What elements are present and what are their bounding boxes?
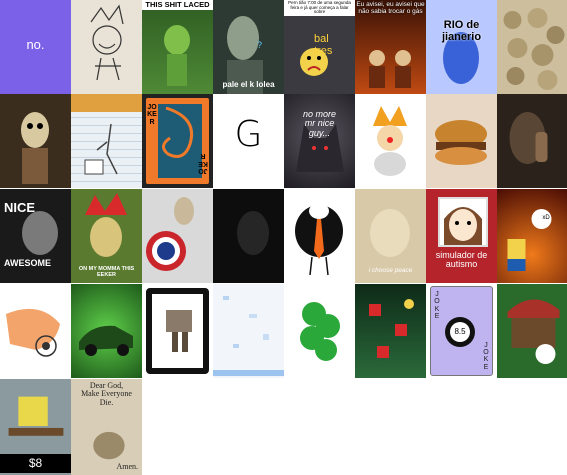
clover-drawing <box>300 302 340 361</box>
tile-caption: no. <box>26 37 45 52</box>
tile-choose-peace[interactable]: i choose peace <box>355 189 426 283</box>
tile-caption: no more mr nice guy... <box>302 109 337 138</box>
tile-caption: G <box>234 114 263 155</box>
thick-frame <box>146 288 209 374</box>
tile-dark-face[interactable] <box>213 189 284 283</box>
tile-burger-photo[interactable] <box>426 94 497 188</box>
tile-eu-avisei[interactable]: Eu avisei, eu avisei que não sabia troca… <box>355 0 426 94</box>
joker-label-right: JOKER <box>198 152 208 174</box>
tile-sponge-table[interactable]: $8 <box>0 379 71 475</box>
coins-drawing <box>503 8 565 90</box>
tile-wolf-no-more[interactable]: no more mr nice guy... <box>284 94 355 188</box>
shield-figure <box>146 197 194 271</box>
car-drawing <box>79 325 133 356</box>
tile-bart-fire[interactable]: xD <box>497 189 567 283</box>
dice-drawing <box>369 299 414 358</box>
svg-text:?: ? <box>257 40 262 50</box>
app-icon-frame <box>438 197 488 247</box>
shush-figure <box>509 112 548 164</box>
sponge-drawing <box>8 396 64 436</box>
praying-cat <box>93 431 125 460</box>
tile-caption: Eu avisei, eu avisei que não sabia troca… <box>356 1 425 15</box>
tile-green-clover[interactable] <box>284 284 355 378</box>
tile-hand-drawn-figure[interactable] <box>0 284 71 378</box>
anime-face-icon <box>444 207 482 245</box>
cap-man-drawing <box>507 299 560 364</box>
tile-shit-laced[interactable]: THIS SHIT LACED <box>142 0 213 94</box>
tile-tie-bird[interactable] <box>284 189 355 283</box>
joker-label-left: JOKER <box>147 104 157 126</box>
peace-face <box>370 209 410 257</box>
spiral-drawing <box>158 104 202 178</box>
tile-caption: i choose peace <box>368 267 413 275</box>
tile-captain-shield[interactable] <box>142 189 213 283</box>
pale-figure: ? <box>227 16 263 94</box>
tile-caption: pale el k lolea <box>222 79 275 89</box>
joke-label-left: JOKE <box>434 291 440 321</box>
tile-top-text: Pern tião 7:00 de uma segunda feira e já… <box>284 0 355 17</box>
tile-casino-table[interactable] <box>355 284 426 378</box>
joke-card-face: 8.5 JOKE JOKE <box>430 286 493 376</box>
amen-text: Amen. <box>116 461 138 471</box>
tile-caption: THIS SHIT LACED <box>142 0 213 10</box>
tile-dear-god[interactable]: Dear God, Make Everyone Die. Amen. <box>71 379 142 475</box>
jester-sketch-drawing <box>90 4 124 81</box>
tile-notebook-doodle[interactable] <box>71 94 142 188</box>
tile-jester-sketch[interactable] <box>71 0 142 94</box>
eight-ball-number: 8.5 <box>450 322 470 342</box>
fire-figures <box>369 50 411 88</box>
tile-white-noise[interactable] <box>213 284 284 378</box>
blue-statue <box>443 32 479 84</box>
wolf-figure <box>296 124 344 172</box>
tile-simulador-autismo[interactable]: simulador de autismo <box>426 189 497 283</box>
crying-face <box>300 48 328 76</box>
tile-joke-8ball[interactable]: 8.5 JOKE JOKE <box>426 284 497 378</box>
green-figure <box>164 25 190 86</box>
noise-pattern <box>213 296 284 376</box>
bird-drawing <box>295 203 343 276</box>
tile-clown-character[interactable] <box>355 94 426 188</box>
price-label: $8 <box>0 454 71 473</box>
tile-joker-card[interactable]: JOKER JOKER <box>142 94 213 188</box>
prayer-text: Dear God, Make Everyone Die. <box>81 381 132 407</box>
tile-cap-man[interactable] <box>497 284 567 378</box>
burger-drawing <box>435 120 487 165</box>
joke-label-right: JOKE <box>483 341 489 371</box>
tile-nice-awesome[interactable]: NICE AWESOME <box>0 189 71 283</box>
joker-card-face: JOKER JOKER <box>146 98 209 184</box>
tile-letter-g[interactable]: G <box>213 94 284 188</box>
skeleton-figure <box>21 112 49 184</box>
tile-pale-el-kolea[interactable]: ? pale el k lolea <box>213 0 284 94</box>
tile-scared-skeleton[interactable] <box>0 94 71 188</box>
shadow-face <box>237 211 269 255</box>
clown-drawing <box>373 106 407 176</box>
orange-doodle <box>6 308 60 357</box>
bart-figure <box>507 209 552 271</box>
jester-head <box>85 193 127 257</box>
tile-bal-tres[interactable]: Pern tião 7:00 de uma segunda feira e já… <box>284 0 355 94</box>
eight-ball: 8.5 <box>445 317 475 347</box>
tile-caption: ON MY MOMMA THIS EEKER <box>78 266 135 279</box>
tile-coins-pile[interactable] <box>497 0 567 94</box>
tile-green-car[interactable] <box>71 284 142 378</box>
tile-caption: bal tres <box>314 33 333 57</box>
tile-caption: RIO de jianerio <box>441 19 482 43</box>
man-photo <box>22 211 58 255</box>
tile-jester-hat[interactable]: ON MY MOMMA THIS EEKER <box>71 189 142 283</box>
tile-caption: simulador de autismo <box>435 250 488 270</box>
awesome-label: AWESOME <box>4 258 52 268</box>
tile-purple-no[interactable]: no. <box>0 0 71 94</box>
doodle-drawing <box>71 94 142 175</box>
nice-label: NICE <box>4 200 36 215</box>
tile-toaster-frame[interactable] <box>142 284 213 378</box>
tile-caption: xD <box>542 215 550 221</box>
toaster-drawing <box>166 310 192 352</box>
tile-dark-shush[interactable] <box>497 94 567 188</box>
tile-rio-de-jianerio[interactable]: RIO de jianerio <box>426 0 497 94</box>
